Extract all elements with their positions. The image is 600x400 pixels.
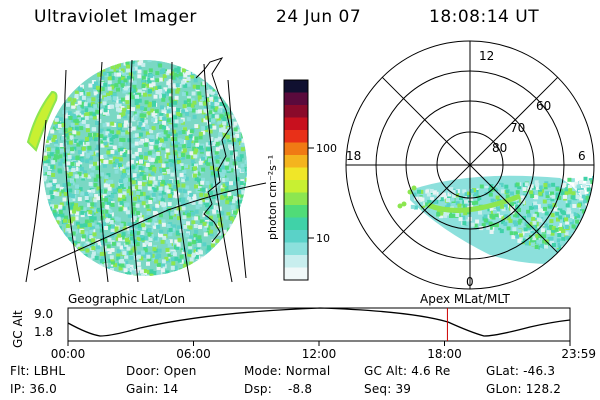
colorbar-tick-100: 100 bbox=[316, 142, 337, 155]
mlt-label-0: 0 bbox=[466, 275, 474, 289]
info-dsp: Dsp: -8.8 bbox=[244, 382, 313, 396]
info-glat: GLat: -46.3 bbox=[486, 364, 556, 378]
info-flt: Flt: LBHL bbox=[10, 364, 66, 378]
altitude-curve bbox=[67, 307, 571, 337]
mlt-label-6: 6 bbox=[578, 149, 586, 163]
x-tick-label: 00:00 bbox=[51, 347, 86, 361]
info-door: Door: Open bbox=[126, 364, 197, 378]
aurora-arc bbox=[26, 90, 58, 152]
colorbar-tick-10: 10 bbox=[316, 232, 330, 245]
ring-label-80: 80 bbox=[492, 141, 507, 155]
x-tick-label: 06:00 bbox=[176, 347, 211, 361]
info-ip: IP: 36.0 bbox=[10, 382, 57, 396]
geo-caption: Geographic Lat/Lon bbox=[68, 292, 185, 306]
coastline bbox=[195, 57, 231, 243]
time-label: 18:08:14 UT bbox=[429, 7, 540, 27]
colorbar-unit-label: photon cm⁻²s⁻¹ bbox=[266, 155, 279, 240]
info-mode: Mode: Normal bbox=[244, 364, 331, 378]
altitude-axis-label: GC Alt bbox=[11, 310, 25, 348]
alt-tick-low: 1.8 bbox=[34, 325, 53, 339]
date-label: 24 Jun 07 bbox=[276, 7, 362, 27]
alt-tick-high: 9.0 bbox=[34, 307, 53, 321]
x-tick-label: 23:59 bbox=[561, 347, 596, 361]
mlt-label-18: 18 bbox=[346, 149, 361, 163]
x-tick-label: 12:00 bbox=[302, 347, 337, 361]
apex-caption: Apex MLat/MLT bbox=[420, 292, 510, 306]
altitude-frame bbox=[67, 307, 571, 342]
info-seq: Seq: 39 bbox=[364, 382, 412, 396]
mlt-label-12: 12 bbox=[479, 49, 494, 63]
info-gc-alt: GC Alt: 4.6 Re bbox=[364, 364, 451, 378]
ring-label-60: 60 bbox=[536, 99, 551, 113]
info-glon: GLon: 128.2 bbox=[486, 382, 562, 396]
ring-label-70: 70 bbox=[510, 121, 525, 135]
x-tick-label: 18:00 bbox=[427, 347, 462, 361]
polar-grid bbox=[345, 40, 595, 290]
lat-lon-grid bbox=[25, 59, 267, 283]
instrument-title: Ultraviolet Imager bbox=[34, 7, 197, 27]
info-gain: Gain: 14 bbox=[126, 382, 179, 396]
